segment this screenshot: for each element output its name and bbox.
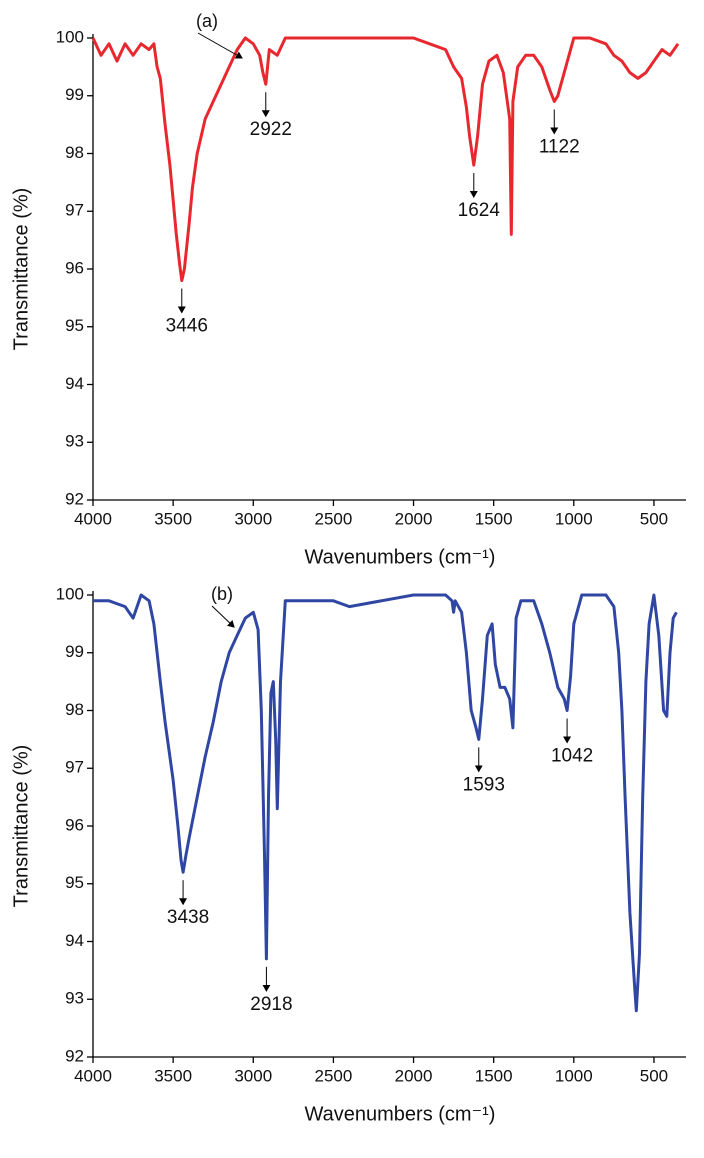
peak-label: 2922 bbox=[250, 119, 292, 140]
y-tick-label: 99 bbox=[65, 642, 84, 661]
y-tick-label: 100 bbox=[56, 584, 84, 603]
peak-label: 3446 bbox=[166, 316, 208, 337]
x-axis-label: Wavenumbers (cm⁻¹) bbox=[305, 546, 496, 568]
y-tick-label: 97 bbox=[65, 758, 84, 777]
x-tick-label: 1500 bbox=[475, 1066, 513, 1085]
y-axis-label: Transmittance (%) bbox=[10, 745, 32, 908]
peak-label: 1624 bbox=[458, 200, 501, 221]
peak-label: 2918 bbox=[250, 994, 292, 1015]
panel-label: (b) bbox=[211, 584, 233, 604]
x-tick-label: 3000 bbox=[234, 1066, 272, 1085]
y-tick-label: 95 bbox=[65, 873, 84, 892]
y-tick-label: 97 bbox=[65, 201, 84, 220]
y-tick-label: 96 bbox=[65, 258, 84, 277]
x-tick-label: 2500 bbox=[314, 1066, 352, 1085]
peak-label: 1042 bbox=[551, 746, 593, 767]
y-tick-label: 99 bbox=[65, 85, 84, 104]
peak-label: 1593 bbox=[463, 774, 505, 795]
peak-label: 3438 bbox=[167, 907, 209, 928]
y-tick-label: 100 bbox=[56, 27, 84, 46]
spectrum-line bbox=[91, 36, 680, 283]
y-tick-label: 94 bbox=[65, 931, 84, 950]
x-tick-label: 3500 bbox=[154, 1066, 192, 1085]
y-tick-label: 92 bbox=[65, 1046, 84, 1065]
x-tick-label: 500 bbox=[640, 509, 668, 528]
x-tick-label: 1000 bbox=[555, 1066, 593, 1085]
y-tick-label: 94 bbox=[65, 374, 84, 393]
x-tick-label: 2000 bbox=[395, 1066, 433, 1085]
peak-label: 1122 bbox=[539, 137, 580, 158]
x-tick-label: 3000 bbox=[234, 509, 272, 528]
y-tick-label: 92 bbox=[65, 489, 84, 508]
x-tick-label: 4000 bbox=[74, 1066, 112, 1085]
y-tick-label: 95 bbox=[65, 316, 84, 335]
y-tick-label: 96 bbox=[65, 815, 84, 834]
y-axis-label: Transmittance (%) bbox=[10, 188, 32, 351]
panel: 92 93 94 95 96 97 98 99 100 4000 3500 3000 2500 2000 1… bbox=[10, 584, 686, 1125]
spectrum-line bbox=[93, 593, 678, 1013]
x-axis-label: Wavenumbers (cm⁻¹) bbox=[305, 1103, 496, 1125]
x-tick-label: 3500 bbox=[154, 509, 192, 528]
panel: 92 93 94 95 96 97 98 99 100 4000 3500 3000 2500 2000 1… bbox=[10, 11, 686, 568]
x-tick-label: 4000 bbox=[74, 509, 112, 528]
y-tick-label: 98 bbox=[65, 700, 84, 719]
y-tick-label: 93 bbox=[65, 989, 84, 1008]
annotation-arrow bbox=[211, 605, 235, 628]
x-tick-label: 1500 bbox=[475, 509, 513, 528]
y-tick-label: 98 bbox=[65, 143, 84, 162]
x-tick-label: 500 bbox=[640, 1066, 668, 1085]
panel-label: (a) bbox=[196, 11, 218, 31]
annotation-arrow bbox=[197, 32, 243, 59]
x-tick-label: 2500 bbox=[314, 509, 352, 528]
x-tick-label: 2000 bbox=[395, 509, 433, 528]
x-tick-label: 1000 bbox=[555, 509, 593, 528]
y-tick-label: 93 bbox=[65, 432, 84, 451]
